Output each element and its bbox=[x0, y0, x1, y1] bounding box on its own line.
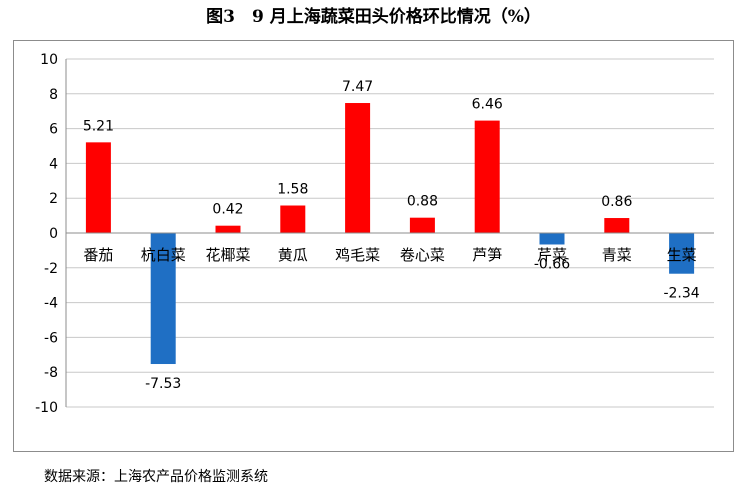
x-tick-label: 鸡毛菜 bbox=[335, 246, 380, 264]
y-tick-labels: 10 8 6 4 2 0 -2 -4 -6 -8 -10 bbox=[35, 52, 58, 416]
bar-2 bbox=[215, 225, 241, 233]
x-tick-label: 芦笋 bbox=[472, 246, 502, 264]
x-tick-label: 番茄 bbox=[83, 246, 113, 264]
y-tick-label: 10 bbox=[40, 52, 58, 68]
bar-7 bbox=[539, 233, 565, 245]
x-tick-label: 芹菜 bbox=[537, 246, 567, 264]
y-tick-label: -4 bbox=[44, 296, 58, 312]
data-label: 7.47 bbox=[342, 79, 373, 95]
bar-9 bbox=[669, 233, 695, 274]
chart-frame bbox=[13, 40, 734, 452]
data-label: 0.88 bbox=[407, 194, 438, 210]
y-tick-label: -8 bbox=[44, 365, 58, 381]
y-tick-label: 6 bbox=[49, 122, 58, 138]
chart-title: 图3 9 月上海蔬菜田头价格环比情况（%） bbox=[206, 7, 541, 27]
y-tick-label: 8 bbox=[49, 87, 58, 103]
bar-1 bbox=[150, 233, 176, 365]
y-tick-label: -10 bbox=[35, 400, 58, 416]
x-tick-label: 生菜 bbox=[667, 246, 697, 264]
data-label: -0.66 bbox=[534, 256, 570, 272]
data-label: 0.86 bbox=[601, 194, 632, 210]
bar-8 bbox=[604, 218, 630, 233]
data-label: -2.34 bbox=[663, 286, 699, 302]
bar-3 bbox=[280, 205, 306, 233]
bar-6 bbox=[474, 120, 500, 233]
x-tick-label: 杭白菜 bbox=[141, 246, 186, 264]
data-label: 6.46 bbox=[472, 97, 503, 113]
data-source-note: 数据来源：上海农产品价格监测系统 bbox=[44, 469, 268, 485]
bars bbox=[85, 103, 695, 365]
bar-4 bbox=[345, 103, 371, 233]
x-tick-label: 卷心菜 bbox=[400, 246, 445, 264]
bar-5 bbox=[409, 217, 435, 233]
axes bbox=[65, 59, 714, 407]
data-label: 0.42 bbox=[212, 202, 243, 218]
x-tick-labels: 番茄 杭白菜 花椰菜 黄瓜 鸡毛菜 卷心菜 芦笋 芹菜 青菜 生菜 bbox=[83, 246, 696, 264]
y-tick-label: 0 bbox=[49, 226, 58, 242]
y-tick-label: 4 bbox=[49, 156, 58, 172]
x-tick-label: 青菜 bbox=[602, 246, 632, 264]
y-tick-label: -2 bbox=[44, 261, 58, 277]
y-tick-label: -6 bbox=[44, 330, 58, 346]
data-label: 5.21 bbox=[83, 118, 114, 134]
data-label: 1.58 bbox=[277, 182, 308, 198]
data-label: -7.53 bbox=[145, 376, 181, 392]
x-tick-label: 花椰菜 bbox=[205, 246, 250, 264]
data-labels: 5.21 -7.53 0.42 1.58 7.47 0.88 6.46 -0.66 0.86 -2… bbox=[83, 79, 700, 392]
bar-0 bbox=[85, 142, 111, 233]
x-tick-label: 黄瓜 bbox=[278, 246, 308, 264]
y-tick-label: 2 bbox=[49, 191, 58, 207]
